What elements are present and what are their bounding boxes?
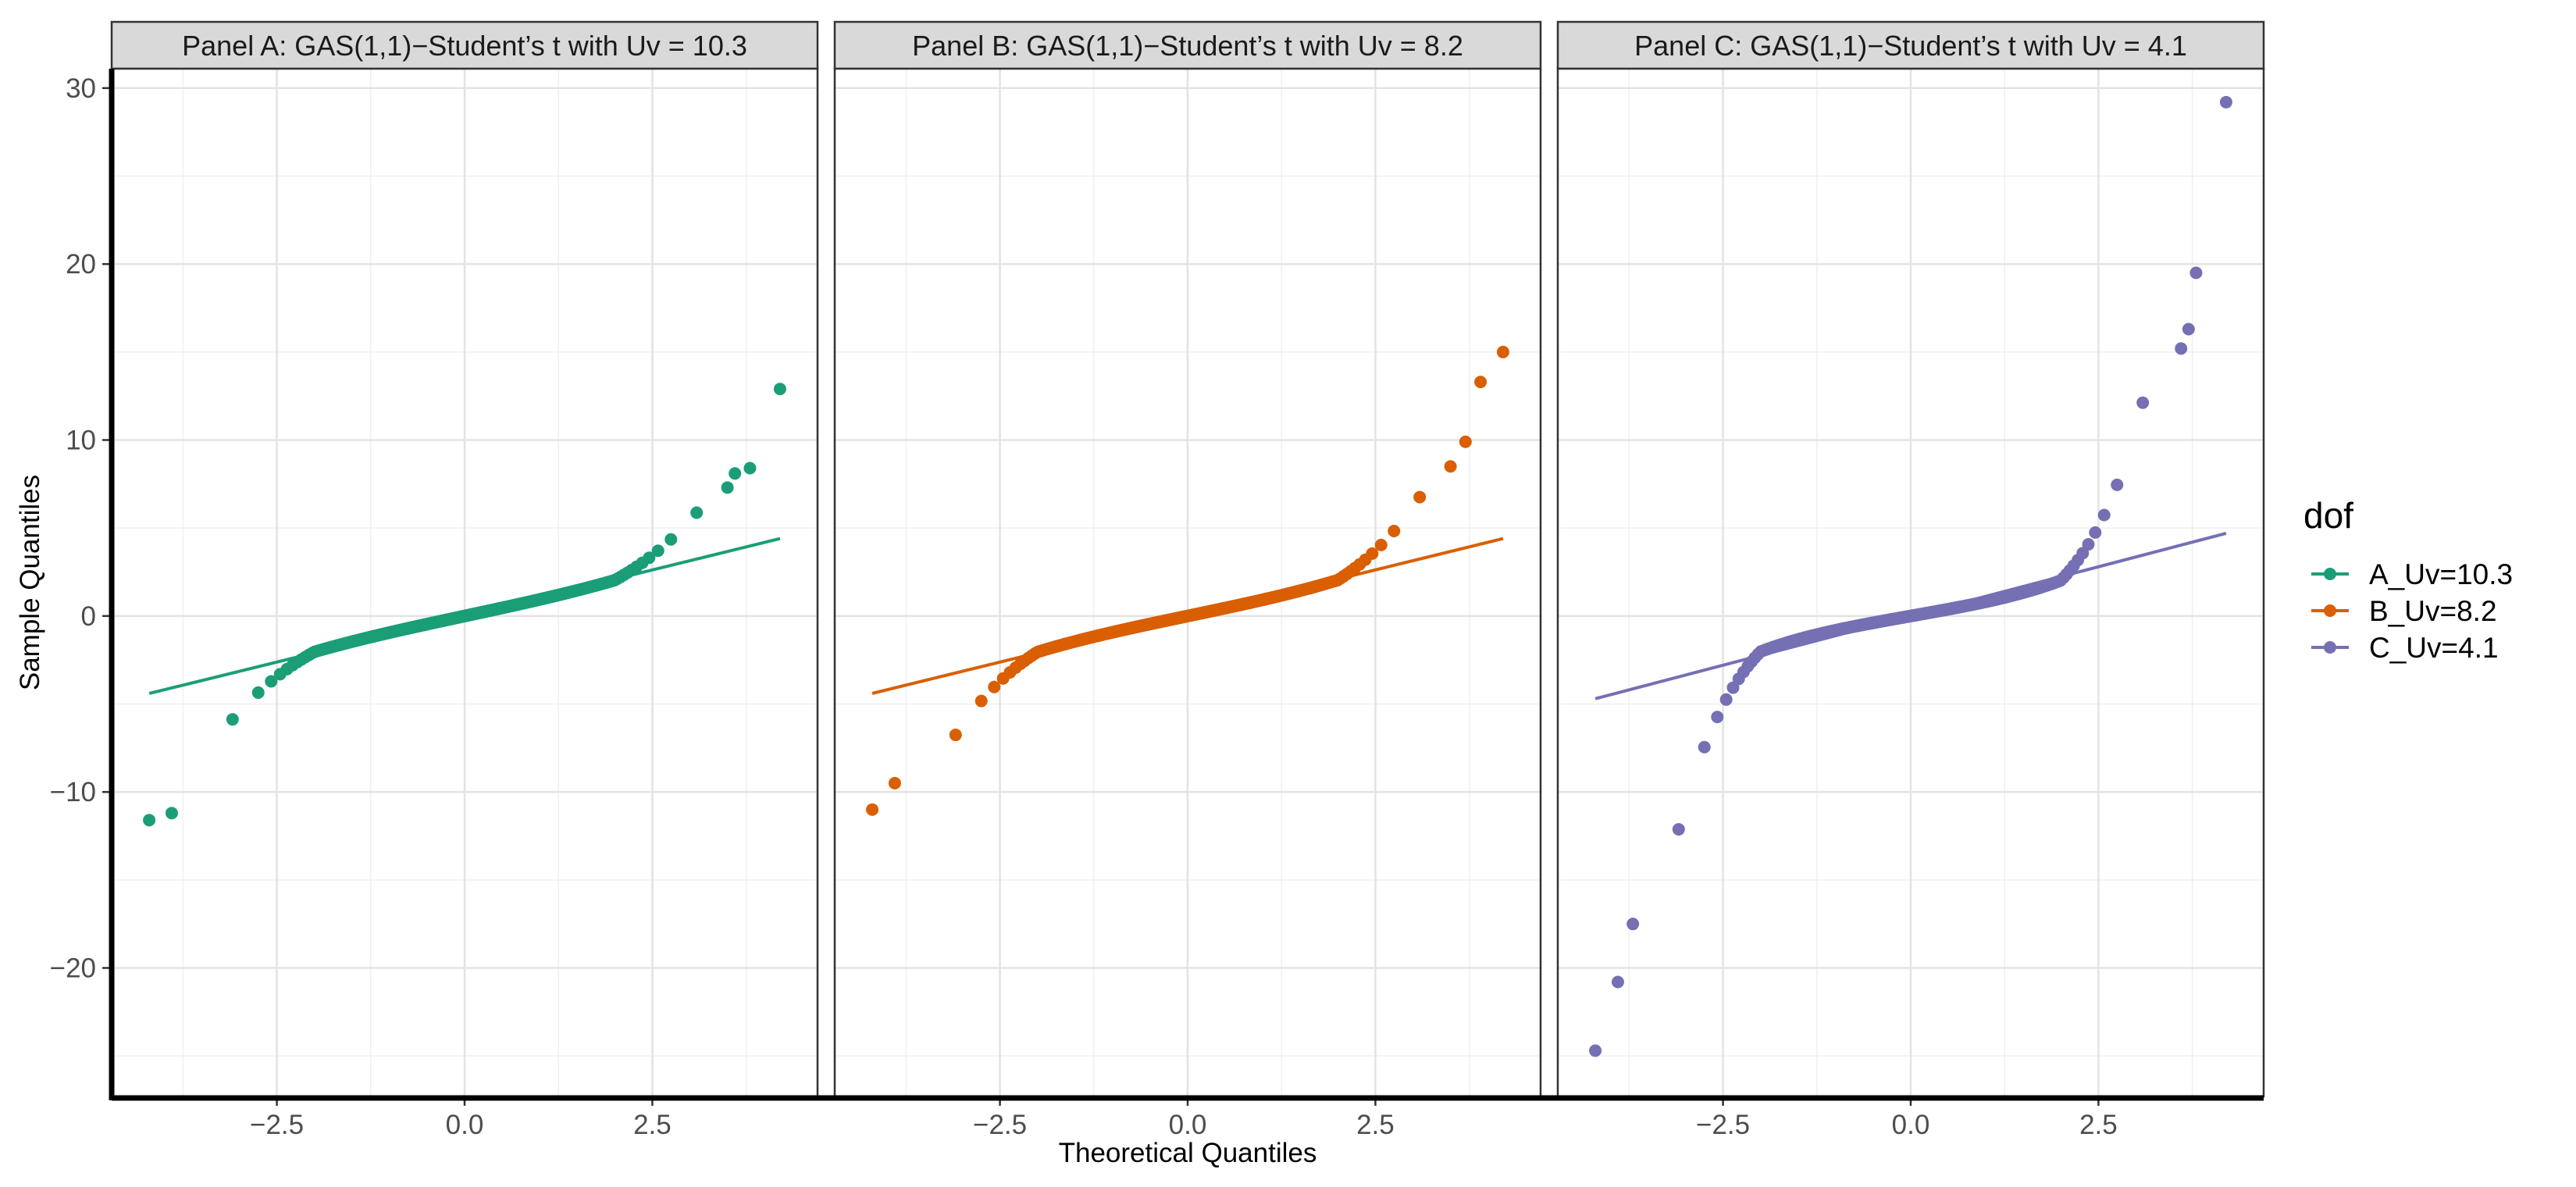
y-tick-label: 10 — [66, 425, 96, 455]
panel-title: Panel C: GAS(1,1)−Student’s t with Uv = … — [1634, 30, 2187, 62]
panel-a: Panel A: GAS(1,1)−Student’s t with Uv = … — [110, 20, 819, 1140]
qq-points — [143, 383, 786, 827]
x-tick-label: −2.5 — [250, 1110, 304, 1140]
qq-point — [2136, 396, 2150, 409]
y-tick-label: 30 — [66, 73, 96, 104]
y-axis: −20 −10 0 10 20 30 Sample Quantiles — [15, 73, 112, 984]
qq-point — [643, 551, 656, 565]
qq-point — [1672, 822, 1685, 836]
qq-point — [888, 776, 901, 790]
x-tick-label: 2.5 — [2079, 1110, 2118, 1140]
x-tick-label: 2.5 — [633, 1110, 672, 1140]
qq-points — [866, 345, 1509, 816]
legend-key-point — [2324, 568, 2336, 580]
qq-point — [729, 467, 742, 480]
qq-point — [974, 694, 988, 708]
legend-key-point — [2324, 604, 2336, 617]
qq-point — [1626, 918, 1640, 931]
legend-label: B_Uv=8.2 — [2369, 595, 2497, 627]
qq-point — [2189, 266, 2203, 280]
panel-b: Panel B: GAS(1,1)−Student’s t with Uv = … — [833, 20, 1542, 1140]
qq-point — [1459, 435, 1472, 448]
qq-point — [988, 680, 1001, 693]
qq-point — [1444, 460, 1457, 473]
x-tick-label: 0.0 — [446, 1110, 484, 1140]
x-tick-label: 2.5 — [1356, 1110, 1395, 1140]
y-axis-label: Sample Quantiles — [15, 475, 45, 690]
panel-title: Panel B: GAS(1,1)−Student’s t with Uv = … — [912, 30, 1463, 62]
panel-strip — [833, 20, 1542, 70]
panel-c: Panel C: GAS(1,1)−Student’s t with Uv = … — [1556, 20, 2265, 1140]
qq-point — [1388, 525, 1401, 538]
qq-point — [2097, 508, 2111, 522]
qq-point — [1496, 345, 1509, 358]
qq-point — [773, 383, 786, 396]
qq-point — [2175, 342, 2188, 355]
qq-point — [1698, 740, 1711, 754]
qq-point — [866, 803, 879, 816]
qq-point — [226, 713, 239, 726]
qq-point — [143, 814, 156, 827]
legend: dof A_Uv=10.3 B_Uv=8.2 C_Uv=4.1 — [2303, 495, 2513, 664]
qq-point — [1589, 1044, 1602, 1057]
qq-point — [1719, 693, 1733, 706]
legend-label: A_Uv=10.3 — [2369, 558, 2513, 590]
qq-point — [721, 481, 734, 494]
qq-point — [1366, 547, 1379, 560]
y-tick-label: 20 — [66, 249, 96, 280]
x-tick-label: −2.5 — [973, 1110, 1027, 1140]
panel-title: Panel A: GAS(1,1)−Student’s t with Uv = … — [182, 30, 747, 62]
qq-point — [165, 807, 178, 820]
qq-point — [1711, 711, 1724, 724]
qq-point — [949, 729, 962, 742]
x-tick-label: −2.5 — [1696, 1110, 1750, 1140]
qq-point — [251, 686, 265, 699]
qq-point — [265, 675, 278, 688]
qq-point — [1374, 538, 1388, 551]
legend-label: C_Uv=4.1 — [2369, 632, 2499, 664]
qq-point — [2219, 95, 2232, 109]
qq-point — [690, 506, 704, 519]
legend-key-point — [2324, 641, 2336, 654]
qq-point — [2111, 478, 2124, 491]
legend-title: dof — [2303, 495, 2353, 536]
qq-point — [1611, 975, 1624, 989]
y-tick-label: −20 — [50, 954, 96, 984]
y-tick-label: 0 — [81, 601, 96, 632]
qq-point — [651, 544, 664, 558]
x-axis-label: Theoretical Quantiles — [1059, 1138, 1317, 1168]
qq-point — [1474, 376, 1488, 389]
qq-point — [1413, 490, 1427, 504]
x-tick-label: 0.0 — [1169, 1110, 1207, 1140]
qq-point — [2182, 323, 2195, 336]
qq-point — [743, 462, 757, 475]
y-tick-label: −10 — [50, 777, 96, 807]
qq-point — [2089, 526, 2102, 539]
qq-point — [664, 533, 678, 546]
x-tick-label: 0.0 — [1892, 1110, 1930, 1140]
qq-points — [1589, 95, 2232, 1057]
qq-point — [2082, 538, 2095, 551]
